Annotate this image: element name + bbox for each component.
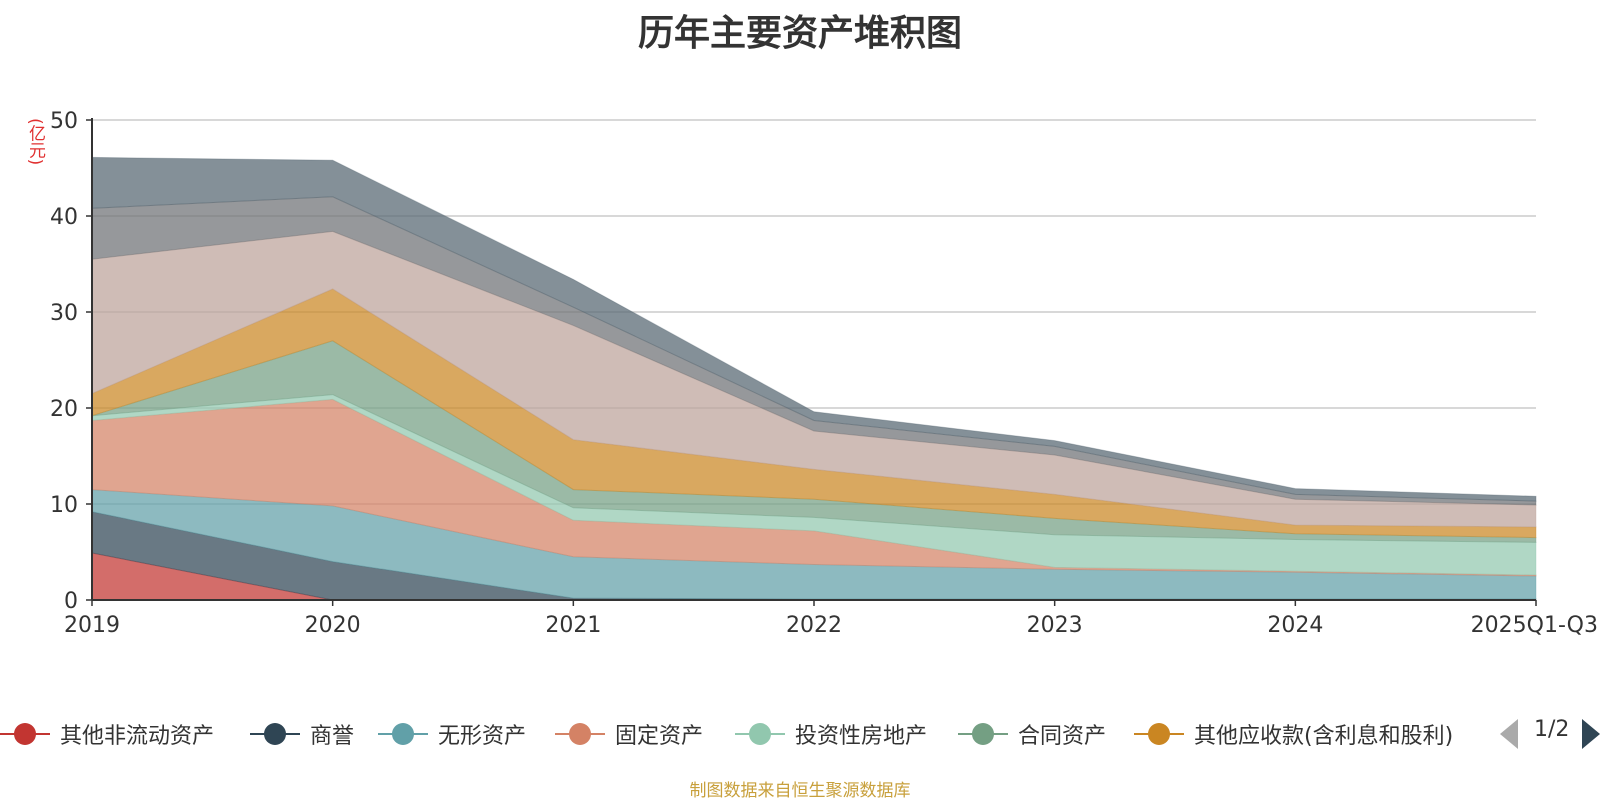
legend-label: 其他非流动资产 [60,724,215,749]
legend-label: 其他应收款(含利息和股利) [1194,724,1454,749]
area-series-8 [91,230,1537,528]
axes: 0 10 20 30 40 50 2019 2020 2021 2022 2023 2024 2025Q… [50,109,1598,638]
x-tick-label: 2021 [545,613,601,638]
x-tick-label: 2025Q1-Q3 [1471,613,1598,638]
legend-prev-page-icon[interactable] [1500,719,1518,749]
y-tick-label: 10 [50,493,78,518]
stacked-area-chart: 0 10 20 30 40 50 2019 2020 2021 2022 2023 2024 2025Q… [50,109,1598,638]
y-tick-label: 30 [50,301,78,326]
y-tick-label: 0 [64,589,78,614]
data-source-footer: 制图数据来自恒生聚源数据库 [689,781,911,801]
x-tick-label: 2019 [64,613,120,638]
area-series-10 [91,156,1537,502]
legend-dot-marker [1148,723,1170,745]
legend-label: 商誉 [310,724,355,749]
legend-label: 固定资产 [615,724,704,749]
x-tick-label: 2023 [1027,613,1083,638]
y-tick-label: 50 [50,109,78,134]
x-tick-label: 2020 [305,613,361,638]
area-series-group [91,156,1537,601]
legend-dot-marker [749,723,771,745]
y-tick-label: 40 [50,205,78,230]
legend-next-page-icon[interactable] [1582,719,1600,749]
legend-label: 无形资产 [438,724,527,749]
legend-dot-marker [14,723,36,745]
x-tick-label: 2024 [1267,613,1323,638]
legend-dot-marker [264,723,286,745]
x-tick-label: 2022 [786,613,842,638]
y-axis-unit-label: (亿元) [25,118,45,166]
legend-dot-marker [972,723,994,745]
legend-label: 投资性房地产 [795,724,928,749]
legend-label: 合同资产 [1018,724,1107,749]
chart-title: 历年主要资产堆积图 [637,13,962,54]
area-series-6 [91,340,1537,543]
y-tick-label: 20 [50,397,78,422]
legend-pager: 1/2 [1500,712,1600,752]
legend-page-indicator: 1/2 [1534,717,1570,742]
legend-dot-marker [569,723,591,745]
legend-dot-marker [392,723,414,745]
